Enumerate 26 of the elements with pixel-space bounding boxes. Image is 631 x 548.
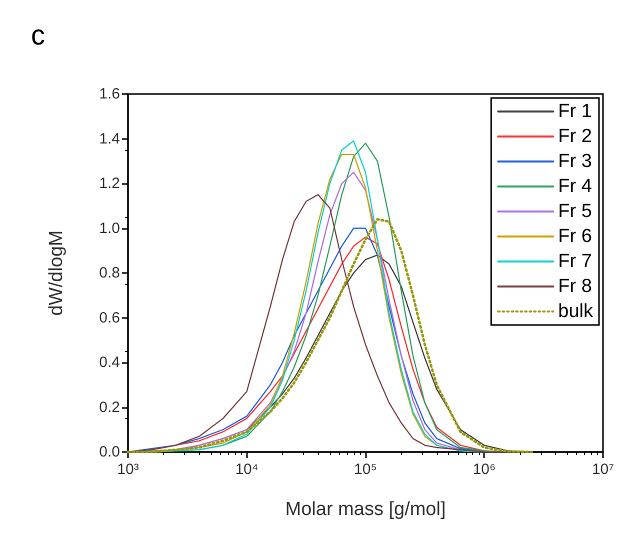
legend-label: bulk: [558, 301, 594, 322]
x-tick-label: 10⁶: [472, 461, 496, 478]
legend-label: Fr 2: [558, 126, 592, 147]
x-tick-label: 10⁴: [235, 461, 258, 478]
legend-label: Fr 1: [558, 101, 592, 122]
legend-label: Fr 3: [558, 151, 592, 172]
y-tick-label: 1.2: [99, 175, 120, 192]
y-tick-label: 0.0: [99, 444, 120, 460]
legend-label: Fr 7: [558, 251, 592, 272]
x-tick-label: 10⁷: [592, 461, 614, 478]
legend-label: Fr 4: [558, 176, 592, 197]
y-tick-label: 0.8: [99, 264, 120, 282]
legend-label: Fr 8: [558, 276, 592, 297]
y-tick-label: 1.0: [99, 220, 120, 237]
y-axis-title: dW/dlogM: [46, 230, 67, 316]
y-tick-label: 0.4: [99, 354, 120, 371]
chart-title: c: [31, 20, 45, 50]
y-tick-label: 0.2: [99, 398, 120, 416]
legend-label: Fr 6: [558, 226, 592, 247]
legend-label: Fr 5: [558, 201, 592, 222]
x-tick-label: 10³: [117, 461, 139, 478]
y-tick-label: 1.4: [99, 130, 120, 148]
x-tick-label: 10⁵: [354, 461, 377, 478]
y-tick-label: 1.6: [99, 86, 120, 102]
y-tick-label: 0.6: [99, 309, 120, 326]
x-axis-title: Molar mass [g/mol]: [285, 499, 446, 520]
